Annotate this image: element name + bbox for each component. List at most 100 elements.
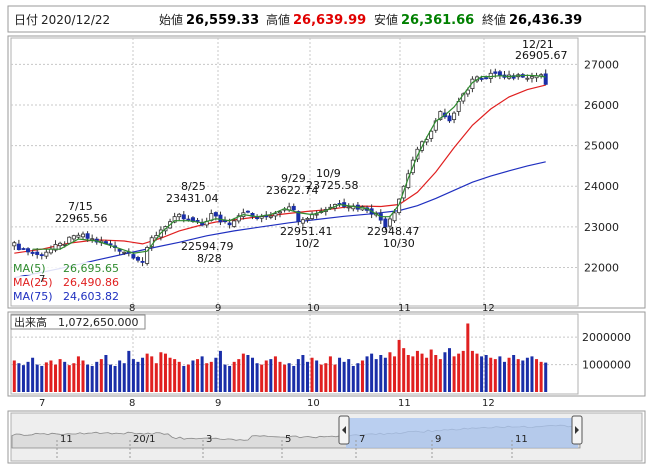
volume-bar: [95, 361, 99, 392]
volume-bar: [237, 359, 241, 392]
navigator-selection[interactable]: [346, 418, 578, 448]
volume-bar: [173, 359, 177, 392]
volume-bar: [498, 356, 502, 392]
volume-bar: [466, 323, 470, 392]
volume-bar: [461, 350, 465, 392]
price-y-axis: 22000 23000 24000 25000 26000 27000: [584, 58, 619, 274]
ma5-line: [32, 74, 546, 254]
price-y-tick: 26000: [584, 99, 619, 112]
price-y-tick: 24000: [584, 180, 619, 193]
volume-bar: [489, 357, 493, 392]
volume-bar: [223, 364, 227, 392]
candle: [81, 231, 86, 240]
candle: [44, 249, 49, 259]
volume-bar: [420, 353, 424, 392]
volume-bar: [365, 356, 369, 392]
ma-legend-name: MA(75): [13, 290, 53, 303]
volume-bar: [81, 360, 85, 392]
volume-bar: [535, 359, 539, 392]
price-x-tick: 11: [398, 303, 411, 314]
candle: [58, 241, 63, 250]
low-label: 安値: [374, 12, 398, 27]
date-tick: 8: [129, 398, 135, 409]
header-frame: [7, 5, 646, 33]
volume-bar: [379, 355, 383, 392]
volume-bar: [521, 360, 525, 392]
volume-y-tick: 2000000: [582, 331, 631, 344]
navigator-tick: 11: [515, 434, 528, 445]
volume-bar: [351, 365, 355, 392]
candle: [140, 257, 145, 267]
price-panel: 22000 23000 24000 25000 26000 27000 7/1522965…: [7, 35, 646, 309]
volume-bar: [539, 361, 543, 392]
volume-bar: [342, 361, 346, 392]
volume-bar: [310, 357, 314, 392]
volume-bar: [425, 357, 429, 392]
volume-bar: [67, 365, 71, 392]
candle: [16, 239, 21, 251]
volume-bar: [246, 355, 250, 392]
annotation-date: 7/15: [68, 200, 93, 213]
candle: [300, 216, 305, 227]
ma-legend-value: 24,603.82: [63, 290, 119, 303]
volume-bar: [63, 361, 67, 392]
annotation-value: 23431.04: [166, 192, 219, 205]
volume-bar: [397, 339, 401, 392]
navigator-tick: 11: [60, 434, 73, 445]
volume-bar: [163, 353, 167, 392]
ma-legend-item: MA(75) 24,603.82: [12, 290, 130, 303]
navigator-tick: 5: [285, 434, 291, 445]
volume-bar: [136, 361, 140, 392]
volume-bar: [328, 356, 332, 392]
volume-bar: [502, 361, 506, 392]
volume-bar: [141, 357, 145, 392]
date-label: 日付: [14, 13, 38, 27]
candle: [305, 216, 310, 223]
navigator-tick: 9: [435, 434, 441, 445]
ma-legend-value: 26,695.65: [63, 262, 119, 275]
volume-bar: [443, 352, 447, 392]
volume-bar: [218, 350, 222, 392]
candle: [314, 210, 319, 219]
open-label: 始値: [159, 12, 183, 27]
volume-bar: [448, 348, 452, 392]
candle: [39, 252, 44, 260]
volume-panel: 1000000 2000000 出来高 1,072,650.000: [7, 311, 646, 397]
volume-bar: [480, 356, 484, 392]
volume-bar: [26, 361, 30, 392]
ma-legend-name: MA(5): [13, 262, 46, 275]
volume-bar: [214, 357, 218, 392]
candle: [236, 213, 241, 224]
close-label: 終値: [482, 12, 506, 27]
volume-bar: [255, 363, 259, 392]
candle: [53, 240, 58, 253]
annotation-value: 22594.79: [181, 240, 234, 253]
candle: [108, 240, 113, 249]
volume-bar: [415, 350, 419, 392]
navigator-left-handle[interactable]: [338, 415, 350, 445]
volume-bar: [127, 350, 131, 392]
volume-bar: [54, 364, 58, 392]
arrow-left-icon: [342, 426, 346, 434]
volume-bar: [374, 359, 378, 392]
volume-bar: [118, 360, 122, 392]
candle: [232, 217, 237, 228]
volume-bar: [104, 355, 108, 392]
candle: [383, 216, 388, 230]
annotation-date: 12/21: [522, 38, 554, 51]
ma-legend-value: 26,490.86: [63, 276, 119, 289]
candle: [71, 234, 76, 242]
annotation-date: 10/9: [316, 167, 341, 180]
ma75-line: [14, 161, 546, 279]
price-y-tick: 27000: [584, 58, 619, 71]
volume-bar: [186, 364, 190, 392]
volume-bar: [301, 355, 305, 392]
annotation-value: 22965.56: [55, 212, 108, 225]
volume-bar: [113, 365, 117, 392]
volume-bar: [434, 355, 438, 392]
navigator-right-handle[interactable]: [571, 415, 583, 445]
volume-bar: [530, 356, 534, 392]
volume-bar: [411, 356, 415, 392]
volume-bar: [512, 355, 516, 392]
